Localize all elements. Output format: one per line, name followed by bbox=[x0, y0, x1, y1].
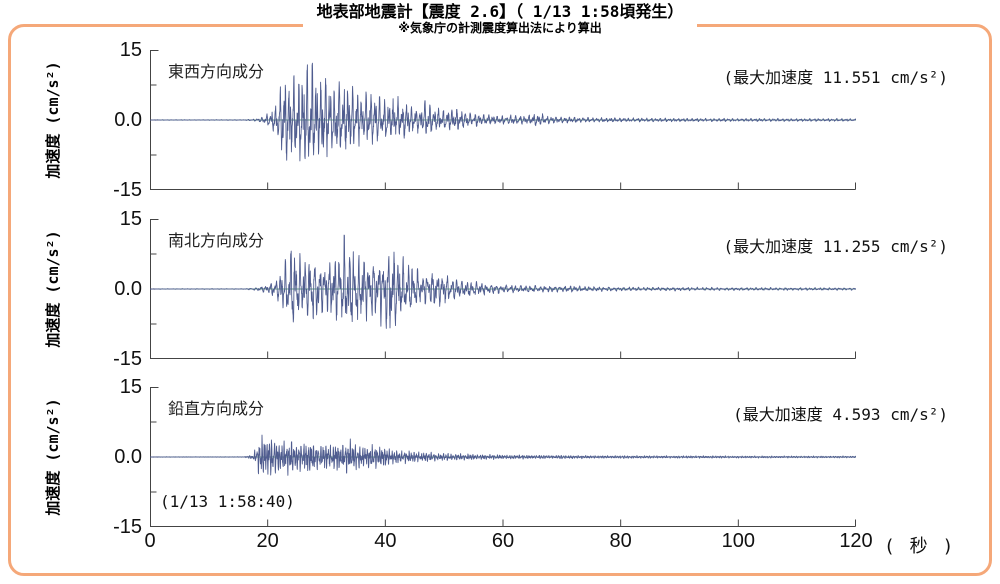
waveform-svg-east-west bbox=[150, 50, 856, 190]
x-tick-label: 100 bbox=[721, 530, 756, 552]
y-tick-label: 15 bbox=[119, 39, 142, 61]
y-axis-title: 加速度 (cm/s²) bbox=[44, 61, 62, 179]
y-tick-label: -15 bbox=[113, 516, 142, 538]
y-tick-label: -15 bbox=[113, 348, 142, 370]
max-acceleration-label-east-west: (最大加速度 11.551 cm/s²) bbox=[723, 68, 949, 87]
y-axis-title: 加速度 (cm/s²) bbox=[44, 398, 62, 516]
y-tick-label: -15 bbox=[113, 179, 142, 201]
page-title: 地表部地震計【震度 2.6】（ 1/13 1:58頃発生） bbox=[316, 2, 684, 21]
y-tick-label: 0.0 bbox=[114, 109, 142, 131]
start-time-label: (1/13 1:58:40) bbox=[160, 492, 295, 511]
x-tick-label: 40 bbox=[374, 530, 397, 552]
y-axis-title: 加速度 (cm/s²) bbox=[44, 230, 62, 348]
max-acceleration-label-north-south: (最大加速度 11.255 cm/s²) bbox=[723, 237, 949, 256]
waveform-svg-vertical bbox=[150, 387, 856, 527]
subplot-vertical: 加速度 (cm/s²) 鉛直方向成分 (最大加速度 4.593 cm/s²) 1… bbox=[0, 377, 1000, 537]
x-tick-label: 60 bbox=[491, 530, 515, 552]
x-axis-labels: ( 秒 ) 0 20 40 60 80 100 120 bbox=[0, 530, 1000, 557]
x-tick-label: 80 bbox=[609, 530, 632, 552]
y-tick-label: 0.0 bbox=[114, 278, 142, 300]
y-tick-label: 15 bbox=[119, 208, 142, 230]
y-tick-label: 0.0 bbox=[114, 446, 142, 468]
subplot-north-south: 加速度 (cm/s²) 南北方向成分 (最大加速度 11.255 cm/s²) … bbox=[0, 209, 1000, 369]
component-label-vertical: 鉛直方向成分 bbox=[168, 399, 265, 418]
header-text-block: 地表部地震計【震度 2.6】（ 1/13 1:58頃発生） ※気象庁の計測震度算… bbox=[302, 2, 698, 35]
max-acceleration-label-vertical: (最大加速度 4.593 cm/s²) bbox=[733, 405, 948, 424]
header: 地表部地震計【震度 2.6】（ 1/13 1:58頃発生） ※気象庁の計測震度算… bbox=[0, 2, 1000, 37]
y-tick-label: 15 bbox=[119, 376, 142, 398]
waveform-svg-north-south bbox=[150, 219, 856, 359]
page-subtitle: ※気象庁の計測震度算出法により算出 bbox=[398, 21, 602, 35]
x-tick-label: 20 bbox=[256, 530, 279, 552]
subplot-east-west: 加速度 (cm/s²) 東西方向成分 (最大加速度 11.551 cm/s²) … bbox=[0, 40, 1000, 200]
x-tick-label: 0 bbox=[144, 530, 156, 552]
component-label-north-south: 南北方向成分 bbox=[168, 231, 265, 250]
x-axis-unit-label: ( 秒 ) bbox=[884, 536, 956, 557]
component-label-east-west: 東西方向成分 bbox=[168, 62, 265, 81]
x-tick-label: 120 bbox=[839, 530, 873, 552]
